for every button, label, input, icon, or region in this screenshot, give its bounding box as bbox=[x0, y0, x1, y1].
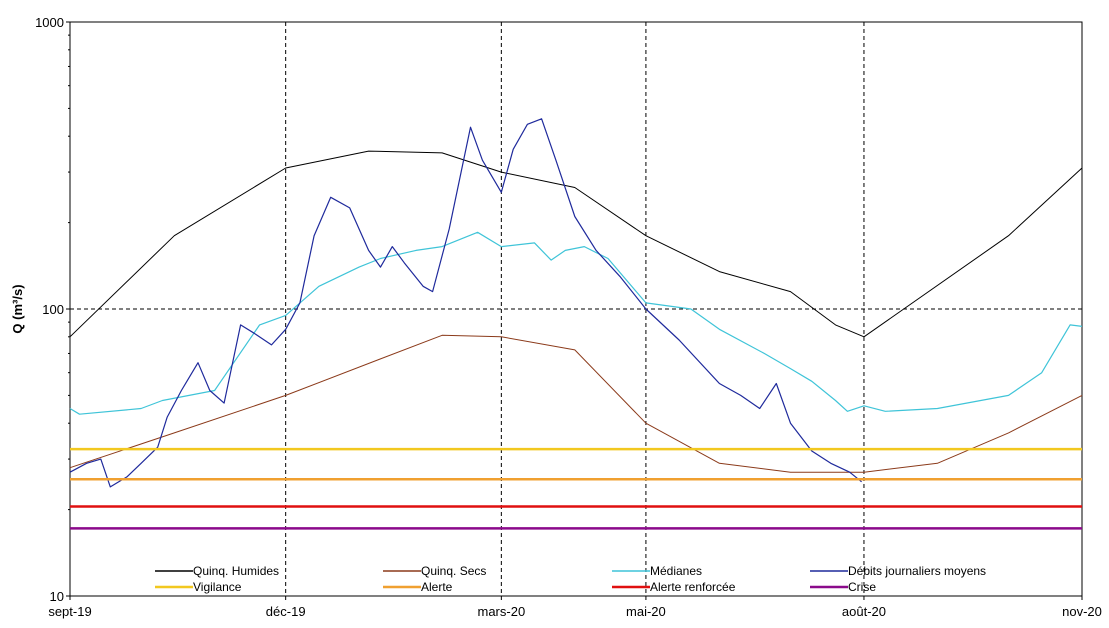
legend: Quinq. Humides Quinq. Secs Médianes Débits … bbox=[155, 564, 986, 594]
y-tick-label: 10 bbox=[50, 589, 64, 604]
x-tick-label: sept-19 bbox=[48, 604, 91, 619]
x-tick-label: mars-20 bbox=[478, 604, 526, 619]
series-line-quinq-humides bbox=[69, 150, 1083, 338]
series-layer bbox=[69, 118, 1083, 530]
legend-label-vigilance: Vigilance bbox=[193, 580, 242, 594]
series-line-debits-journaliers-moyens bbox=[69, 118, 862, 488]
y-tick-label: 1000 bbox=[35, 15, 64, 30]
legend-label-alerte-renforcee: Alerte renforcée bbox=[650, 580, 736, 594]
legend-label-crise: Crise bbox=[848, 580, 876, 594]
y-axis-label: Q (m³/s) bbox=[10, 284, 25, 333]
series-line-medianes bbox=[69, 231, 1083, 415]
legend-label-debits-journaliers-moyens: Débits journaliers moyens bbox=[848, 564, 986, 578]
legend-label-quinq-secs: Quinq. Secs bbox=[421, 564, 486, 578]
axes: sept-19 déc-19 mars-20 mai-20 août-20 nov-20 1… bbox=[35, 15, 1102, 619]
x-tick-label: déc-19 bbox=[266, 604, 306, 619]
legend-label-quinq-humides: Quinq. Humides bbox=[193, 564, 279, 578]
legend-label-medianes: Médianes bbox=[650, 564, 702, 578]
legend-label-alerte: Alerte bbox=[421, 580, 453, 594]
x-tick-label: mai-20 bbox=[626, 604, 666, 619]
x-tick-label: août-20 bbox=[842, 604, 886, 619]
series-line-quinq-secs bbox=[69, 334, 1083, 473]
y-tick-label: 100 bbox=[42, 302, 64, 317]
x-tick-label: nov-20 bbox=[1062, 604, 1102, 619]
